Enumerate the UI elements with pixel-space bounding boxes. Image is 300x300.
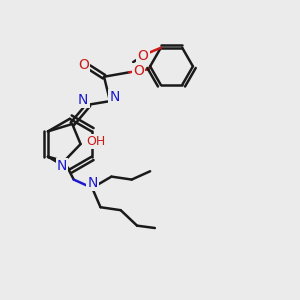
Text: N: N bbox=[109, 90, 120, 104]
Text: O: O bbox=[78, 58, 89, 72]
Text: N: N bbox=[88, 176, 98, 190]
Text: O: O bbox=[134, 64, 144, 78]
Text: N: N bbox=[78, 93, 88, 107]
Text: O: O bbox=[137, 49, 148, 63]
Text: OH: OH bbox=[86, 135, 106, 148]
Text: N: N bbox=[57, 160, 67, 173]
